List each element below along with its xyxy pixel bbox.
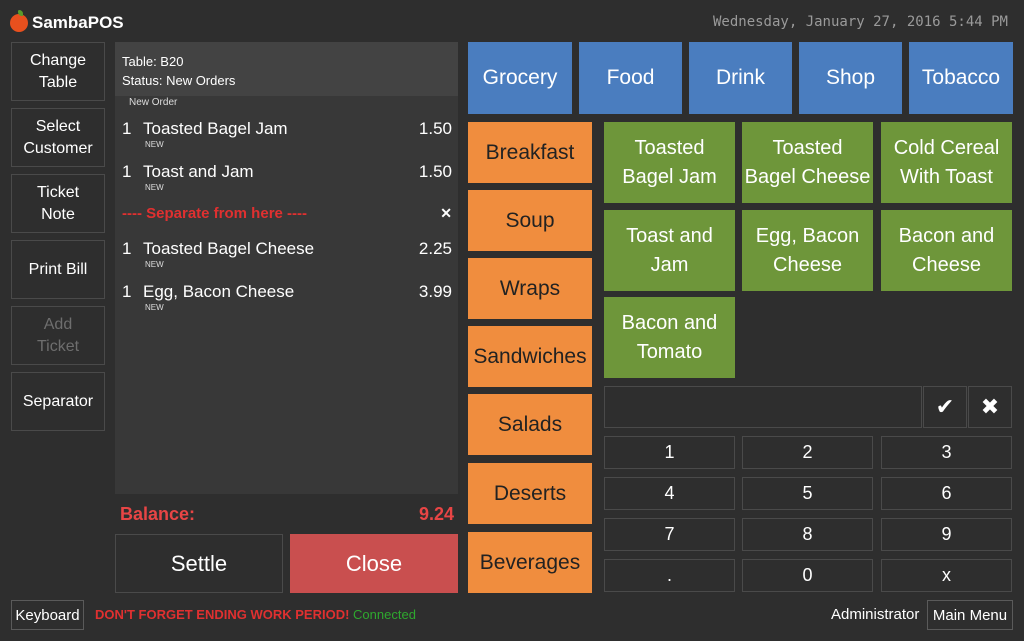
print-bill-button[interactable]: Print Bill (11, 240, 105, 299)
add-ticket-button[interactable]: Add Ticket (11, 306, 105, 365)
subcategory-deserts[interactable]: Deserts (468, 463, 592, 524)
order-name: Egg, Bacon Cheese (143, 282, 295, 301)
numpad-display[interactable] (604, 386, 922, 428)
keyboard-button[interactable]: Keyboard (11, 600, 84, 630)
menu-item-toasted-bagel-jam[interactable]: Toasted Bagel Jam (604, 122, 735, 203)
menu-item-bacon-and-cheese[interactable]: Bacon and Cheese (881, 210, 1012, 291)
ticket-status: Status: New Orders (122, 73, 236, 88)
category-grocery[interactable]: Grocery (468, 42, 572, 114)
order-line[interactable]: 1 Toast and Jam 1.50 NEW (122, 162, 452, 196)
checkmark-icon[interactable]: ✔ (923, 386, 967, 428)
remove-separator-icon[interactable]: ✕ (440, 205, 452, 221)
numpad-key-x[interactable]: x (881, 559, 1012, 592)
menu-item-cold-cereal-with-toast[interactable]: Cold Cereal With Toast (881, 122, 1012, 203)
numpad-key-5[interactable]: 5 (742, 477, 873, 510)
settle-button[interactable]: Settle (115, 534, 283, 593)
work-period-warning: DON'T FORGET ENDING WORK PERIOD! Connect… (95, 607, 416, 622)
apple-logo-icon (10, 10, 28, 32)
separator-button[interactable]: Separator (11, 372, 105, 431)
order-tag: NEW (145, 303, 164, 312)
order-name: Toasted Bagel Jam (143, 119, 288, 138)
balance-value: 9.24 (418, 504, 454, 524)
order-name: Toasted Bagel Cheese (143, 239, 315, 258)
app-logo: SambaPOS (10, 10, 124, 36)
subcategory-salads[interactable]: Salads (468, 394, 592, 455)
category-shop[interactable]: Shop (799, 42, 902, 114)
order-line[interactable]: 1 Toasted Bagel Jam 1.50 NEW (122, 119, 452, 153)
numpad-key-9[interactable]: 9 (881, 518, 1012, 551)
numpad-key-6[interactable]: 6 (881, 477, 1012, 510)
menu-item-toast-and-jam[interactable]: Toast and Jam (604, 210, 735, 291)
order-price: 1.50 (418, 119, 452, 138)
user-name: Administrator (831, 606, 920, 623)
ticket-panel: Table: B20 Status: New Orders New Order … (115, 42, 458, 494)
clear-x-icon[interactable]: ✖ (968, 386, 1012, 428)
order-tag: NEW (145, 183, 164, 192)
connection-status: Connected (353, 607, 416, 622)
order-qty: 1 (122, 162, 132, 181)
numpad-key-dot[interactable]: . (604, 559, 735, 592)
order-qty: 1 (122, 239, 132, 258)
subcategory-soup[interactable]: Soup (468, 190, 592, 251)
subcategory-breakfast[interactable]: Breakfast (468, 122, 592, 183)
numpad-key-7[interactable]: 7 (604, 518, 735, 551)
balance-label: Balance: (120, 504, 196, 524)
order-separator: ---- Separate from here ---- ✕ (122, 205, 452, 225)
ticket-table: Table: B20 (122, 54, 184, 69)
category-drink[interactable]: Drink (689, 42, 792, 114)
numpad-key-3[interactable]: 3 (881, 436, 1012, 469)
numpad-key-8[interactable]: 8 (742, 518, 873, 551)
order-price: 1.50 (418, 162, 452, 181)
menu-item-egg-bacon-cheese[interactable]: Egg, Bacon Cheese (742, 210, 873, 291)
ticket-note-button[interactable]: Ticket Note (11, 174, 105, 233)
order-tag: NEW (145, 260, 164, 269)
order-line[interactable]: 1 Toasted Bagel Cheese 2.25 NEW (122, 239, 452, 273)
numpad-key-4[interactable]: 4 (604, 477, 735, 510)
order-price: 3.99 (418, 282, 452, 301)
datetime: Wednesday, January 27, 2016 5:44 PM (712, 14, 1008, 30)
select-customer-button[interactable]: Select Customer (11, 108, 105, 167)
category-tobacco[interactable]: Tobacco (909, 42, 1013, 114)
numpad-key-2[interactable]: 2 (742, 436, 873, 469)
menu-item-toasted-bagel-cheese[interactable]: Toasted Bagel Cheese (742, 122, 873, 203)
subcategory-sandwiches[interactable]: Sandwiches (468, 326, 592, 387)
warning-text: DON'T FORGET ENDING WORK PERIOD! (95, 607, 350, 622)
subcategory-beverages[interactable]: Beverages (468, 532, 592, 593)
order-tag: NEW (145, 140, 164, 149)
order-price: 2.25 (418, 239, 452, 258)
order-name: Toast and Jam (143, 162, 254, 181)
category-food[interactable]: Food (579, 42, 682, 114)
subcategory-wraps[interactable]: Wraps (468, 258, 592, 319)
ticket-header: Table: B20 Status: New Orders (115, 42, 458, 96)
order-qty: 1 (122, 119, 132, 138)
close-button[interactable]: Close (290, 534, 458, 593)
order-qty: 1 (122, 282, 132, 301)
numpad-key-1[interactable]: 1 (604, 436, 735, 469)
main-menu-button[interactable]: Main Menu (927, 600, 1013, 630)
order-line[interactable]: 1 Egg, Bacon Cheese 3.99 NEW (122, 282, 452, 316)
app-name: SambaPOS (32, 13, 124, 32)
change-table-button[interactable]: Change Table (11, 42, 105, 101)
new-order-label: New Order (129, 97, 178, 108)
separator-text: ---- Separate from here ---- (122, 205, 308, 222)
menu-item-bacon-and-tomato[interactable]: Bacon and Tomato (604, 297, 735, 378)
numpad-key-0[interactable]: 0 (742, 559, 873, 592)
